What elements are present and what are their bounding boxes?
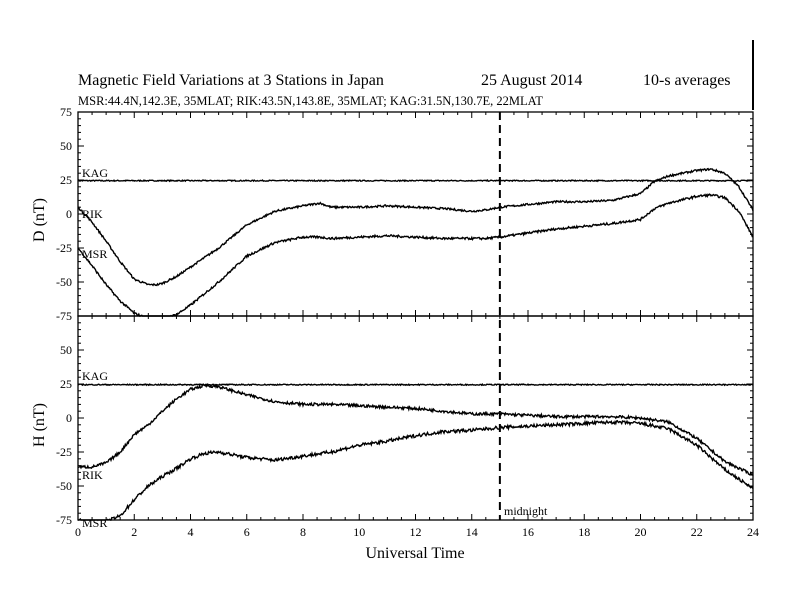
station-info: MSR:44.4N,142.3E, 35MLAT; RIK:43.5N,143.… [78, 94, 543, 108]
y-tick-label: -50 [56, 479, 72, 493]
x-tick-label: 14 [466, 525, 478, 539]
series-line-msr-top [77, 193, 754, 317]
x-tick-label: 24 [747, 525, 759, 539]
series-line-kag-top [77, 178, 754, 183]
label-h-rik: RIK [82, 468, 103, 482]
series-line-rik-bottom [77, 383, 754, 477]
y-tick-label: 0 [66, 411, 72, 425]
label-d-kag: KAG [82, 166, 108, 180]
y-tick-label: 25 [60, 377, 72, 391]
x-tick-label: 0 [75, 525, 81, 539]
panel-frame-bottom [77, 315, 754, 521]
label-h-msr: MSR [82, 516, 107, 530]
x-tick-label: 22 [691, 525, 703, 539]
y-tick-label: -50 [56, 275, 72, 289]
x-tick-label: 16 [522, 525, 534, 539]
midnight-label: midnight [504, 504, 548, 518]
label-d-msr: MSR [82, 247, 107, 261]
y-tick-label: -25 [56, 445, 72, 459]
y-tick-label: 25 [60, 173, 72, 187]
y-axis-label-d: D (nT) [31, 198, 48, 242]
x-tick-label: 2 [131, 525, 137, 539]
title-averages: 10-s averages [643, 72, 731, 89]
title-main: Magnetic Field Variations at 3 Stations … [78, 72, 384, 89]
x-tick-label: 6 [244, 525, 250, 539]
panel-frame-top [77, 111, 754, 317]
label-d-rik: RIK [82, 207, 103, 221]
y-tick-label: 50 [60, 343, 72, 357]
y-tick-label: 0 [66, 207, 72, 221]
label-h-kag: KAG [82, 369, 108, 383]
series-line-msr-bottom [78, 419, 754, 521]
y-tick-label: -75 [56, 309, 72, 323]
x-tick-label: 10 [353, 525, 365, 539]
x-tick-label: 12 [410, 525, 422, 539]
y-tick-label: 50 [60, 139, 72, 153]
x-axis-label: Universal Time [365, 545, 464, 562]
title-date: 25 August 2014 [481, 72, 583, 89]
x-tick-label: 18 [578, 525, 590, 539]
y-tick-label: -25 [56, 241, 72, 255]
series-line-rik-top [77, 167, 754, 287]
y-axis-label-h: H (nT) [31, 403, 48, 447]
x-tick-label: 20 [635, 525, 647, 539]
y-tick-label: -75 [56, 513, 72, 527]
x-tick-label: 4 [188, 525, 194, 539]
y-tick-label: 75 [60, 105, 72, 119]
series-line-kag-bottom [77, 383, 754, 387]
x-tick-label: 8 [300, 525, 306, 539]
